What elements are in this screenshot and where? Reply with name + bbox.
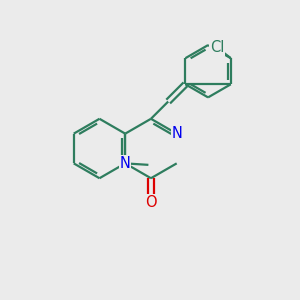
Text: O: O: [145, 195, 157, 210]
Text: Cl: Cl: [210, 40, 224, 55]
Text: N: N: [171, 126, 182, 141]
Text: N: N: [120, 156, 130, 171]
